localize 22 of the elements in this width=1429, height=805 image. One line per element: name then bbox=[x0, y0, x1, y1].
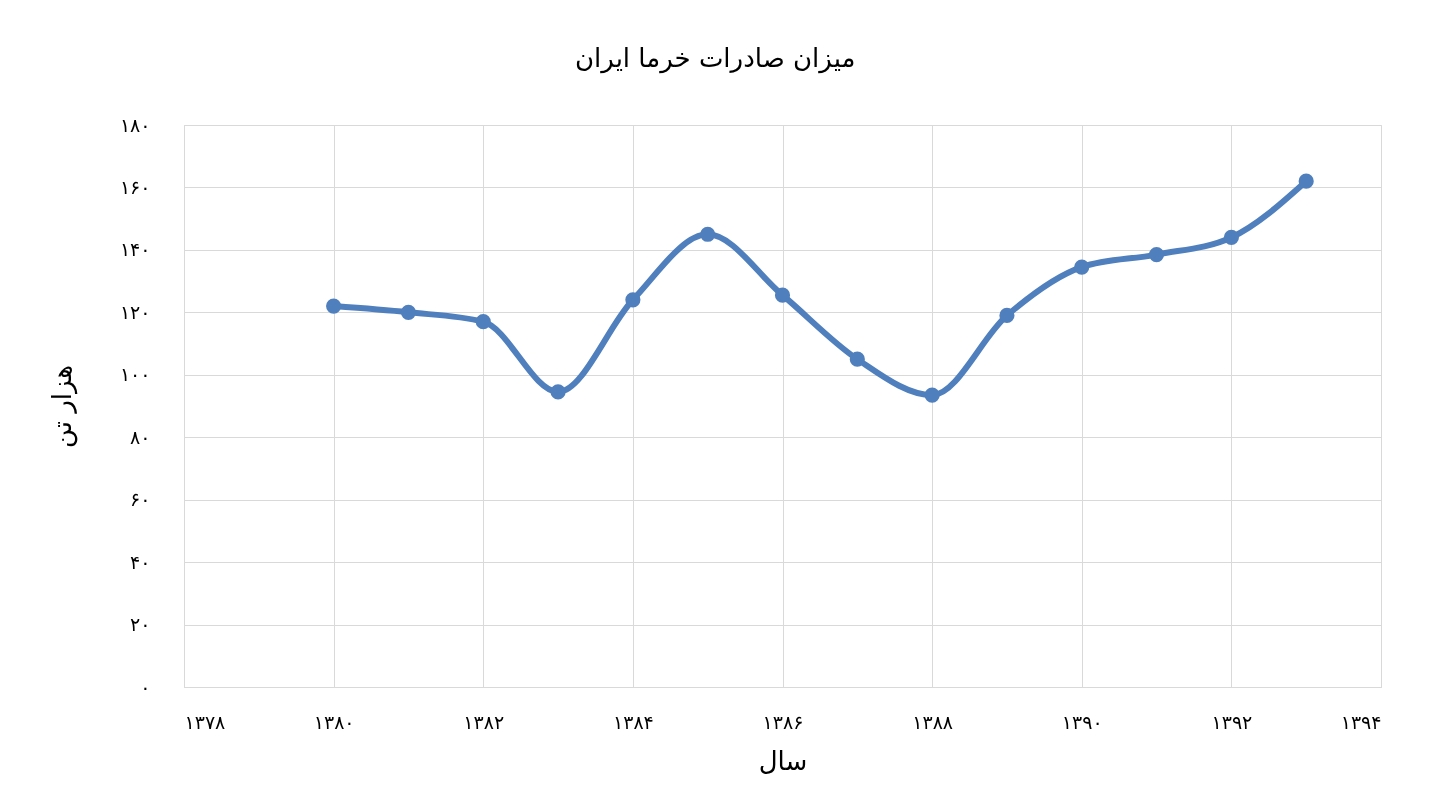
y-tick-label: ۲۰ bbox=[130, 613, 151, 636]
y-tick-label: ۰ bbox=[140, 675, 151, 698]
x-tick-label: ۱۳۹۰ bbox=[1061, 710, 1103, 733]
x-tick-label: ۱۳۸۰ bbox=[313, 710, 355, 733]
x-axis-title: سال bbox=[758, 745, 808, 776]
y-tick-label: ۶۰ bbox=[130, 488, 151, 511]
y-tick-label: ۱۶۰ bbox=[119, 175, 151, 198]
x-tick-label: ۱۳۸۸ bbox=[912, 710, 954, 733]
x-tick-label: ۱۳۸۲ bbox=[463, 710, 505, 733]
y-tick-label: ۱۸۰ bbox=[119, 113, 151, 136]
y-tick-label: ۱۲۰ bbox=[119, 300, 151, 323]
y-tick-label: ۴۰ bbox=[130, 550, 151, 573]
y-tick-label: ۱۰۰ bbox=[119, 363, 151, 386]
y-tick-label: ۸۰ bbox=[130, 425, 151, 448]
x-tick-label: ۱۳۹۲ bbox=[1211, 710, 1253, 733]
x-tick-label: ۱۳۸۶ bbox=[762, 710, 804, 733]
x-tick-label: ۱۳۹۴ bbox=[1340, 710, 1382, 733]
chart-title: میزان صادرات خرما ایران bbox=[574, 43, 856, 74]
x-tick-label: ۱۳۸۴ bbox=[612, 710, 654, 733]
y-axis-title: هزار تن bbox=[46, 364, 78, 449]
y-tick-label: ۱۴۰ bbox=[119, 238, 151, 261]
x-tick-label: ۱۳۷۸ bbox=[184, 710, 226, 733]
